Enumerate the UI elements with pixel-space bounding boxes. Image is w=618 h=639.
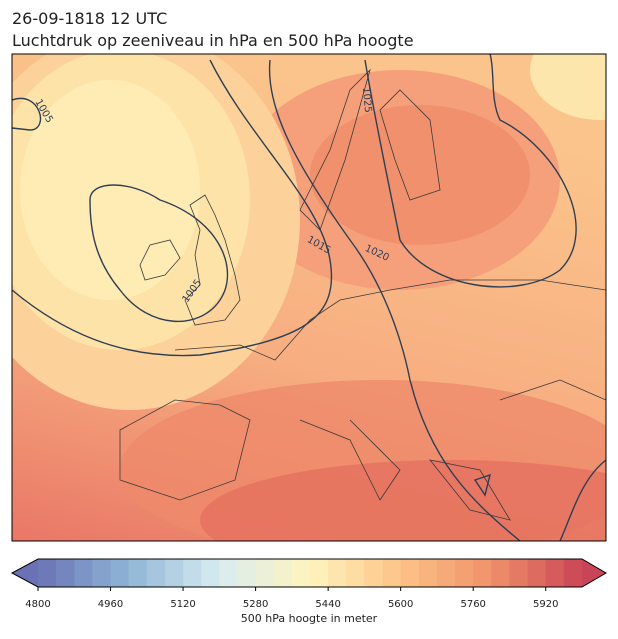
colorbar-swatch	[364, 559, 384, 587]
colorbar-swatch	[183, 559, 202, 587]
colorbar-swatch	[473, 559, 492, 587]
colorbar-tick-label: 5760	[460, 599, 485, 610]
colorbar-swatch	[146, 559, 166, 587]
colorbar-swatch	[527, 559, 547, 587]
colorbar-label: 500 hPa hoogte in meter	[241, 612, 378, 625]
colorbar-tick-label: 5120	[170, 599, 195, 610]
map-frame	[11, 53, 607, 542]
colorbar-swatch	[255, 559, 275, 587]
colorbar-swatch	[545, 559, 565, 587]
colorbar-swatch	[563, 559, 583, 587]
colorbar-extend-low	[12, 559, 38, 587]
colorbar-tick-label: 5280	[243, 599, 268, 610]
colorbar: 4800 4960 5120 5280 5440 5600 5760 5920	[10, 558, 607, 610]
colorbar-swatch	[164, 559, 184, 587]
colorbar-swatch	[291, 559, 311, 587]
colorbar-tick-label: 5600	[388, 599, 413, 610]
colorbar-swatch	[400, 559, 420, 587]
colorbar-tick-label: 4960	[98, 599, 123, 610]
colorbar-swatch	[418, 559, 438, 587]
colorbar-swatch	[92, 559, 112, 587]
colorbar-swatch	[273, 559, 293, 587]
colorbar-swatch	[455, 559, 474, 587]
colorbar-swatch	[38, 559, 57, 587]
map: 1005 1005 1025 1020 1015	[12, 54, 606, 541]
colorbar-swatch	[509, 559, 529, 587]
colorbar-swatch	[382, 559, 402, 587]
colorbar-tick-label: 5920	[533, 599, 558, 610]
colorbar-swatch	[346, 559, 365, 587]
colorbar-swatch	[237, 559, 257, 587]
colorbar-outline	[10, 558, 607, 588]
colorbar-extend-high	[582, 559, 606, 587]
colorbar-swatch	[128, 559, 148, 587]
subtitle: Luchtdruk op zeeniveau in hPa en 500 hPa…	[12, 31, 414, 50]
colorbar-tick-label: 4800	[25, 599, 50, 610]
colorbar-swatch	[201, 559, 220, 587]
colorbar-swatch	[310, 559, 329, 587]
colorbar-swatch	[219, 559, 238, 587]
colorbar-swatch	[491, 559, 510, 587]
colorbar-swatch	[328, 559, 347, 587]
colorbar-swatch	[56, 559, 75, 587]
colorbar-swatch	[436, 559, 456, 587]
isobar-label: 1025	[360, 87, 373, 113]
colorbar-swatch	[110, 559, 130, 587]
colorbar-swatch	[74, 559, 93, 587]
title: 26-09-1818 12 UTC	[12, 9, 167, 28]
colorbar-tick-label: 5440	[315, 599, 340, 610]
